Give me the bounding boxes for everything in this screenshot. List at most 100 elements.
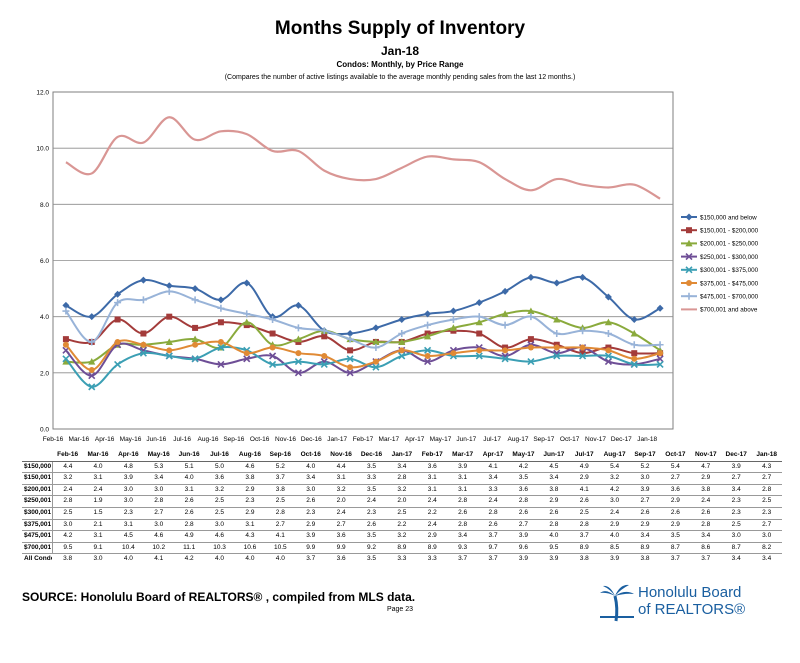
table-cell: 5.2 — [629, 461, 661, 474]
table-row: $150,001 - $200,0003.23.13.93.44.03.63.8… — [22, 472, 782, 485]
table-cell: 3.4 — [538, 472, 570, 485]
series-point — [165, 352, 173, 360]
table-cell: 9.6 — [508, 542, 539, 555]
table-cell: 8.5 — [599, 542, 630, 555]
table-cell: 3.4 — [690, 530, 721, 543]
legend-point — [685, 213, 693, 221]
series-point — [372, 344, 380, 352]
table-cell: 4.8 — [113, 461, 144, 474]
series-point — [217, 360, 225, 368]
series-point — [527, 307, 535, 315]
y-tick-label: 8.0 — [40, 202, 49, 209]
series-point — [62, 355, 70, 363]
table-cell: 5.4 — [599, 461, 630, 474]
series-point — [346, 335, 354, 343]
table-column-header: Jan-18 — [751, 450, 782, 462]
table-cell: 2.6 — [173, 507, 205, 520]
table-cell: 2.7 — [629, 495, 661, 508]
table-row: $150,000 and below4.44.04.85.35.15.04.65… — [22, 461, 782, 474]
series-point — [243, 355, 251, 363]
table-column-header: Oct-17 — [660, 450, 691, 462]
legend-point — [685, 292, 693, 300]
table-cell: 8.6 — [690, 542, 721, 555]
x-tick-label: Jan-17 — [327, 436, 347, 443]
x-tick-label: Mar-16 — [69, 436, 90, 443]
table-corner — [22, 450, 53, 462]
table-cell: 2.8 — [508, 495, 539, 508]
table-cell: 3.5 — [508, 472, 539, 485]
table-cell: 2.7 — [508, 519, 539, 532]
table-cell: 3.7 — [488, 555, 498, 563]
legend-label: $150,000 and below — [700, 214, 757, 221]
table-cell: 3.3 — [427, 555, 437, 563]
series-point — [423, 332, 432, 340]
series-point — [88, 338, 96, 346]
table-cell: 4.5 — [113, 530, 144, 543]
series-point — [631, 355, 638, 362]
table-cell: 2.3 — [751, 507, 782, 520]
table-cell: 3.9 — [518, 555, 528, 563]
table-cell: 2.8 — [173, 519, 205, 532]
series-point — [139, 349, 147, 357]
logo-text: Honolulu Board of REALTORS® — [638, 584, 745, 618]
table-cell: 8.2 — [751, 542, 782, 555]
table-cell: 4.0 — [295, 461, 326, 474]
chart-title: Months Supply of Inventory — [274, 18, 526, 39]
series-point — [501, 310, 509, 317]
table-cell: 3.1 — [417, 472, 448, 485]
table-cell: 9.7 — [477, 542, 509, 555]
table-cell: 3.9 — [508, 530, 539, 543]
series-point — [88, 372, 96, 380]
table-row: $375,001 - $475,0003.02.13.13.02.83.03.1… — [22, 519, 782, 532]
table-cell: 4.0 — [123, 555, 133, 563]
x-tick-label: Mar-17 — [379, 436, 400, 443]
logo-line-1: Honolulu Board — [638, 584, 742, 601]
series-point — [630, 329, 638, 337]
series-point — [269, 315, 277, 323]
table-cell: 5.3 — [143, 461, 174, 474]
row-label: All Condos — [24, 555, 52, 563]
series-point — [398, 347, 405, 354]
table-cell: 2.9 — [599, 519, 630, 532]
table-cell: 3.4 — [477, 472, 509, 485]
table-cell: 4.0 — [173, 472, 205, 485]
series-point — [165, 287, 173, 295]
series-point — [165, 282, 173, 290]
table-cell: 2.4 — [417, 495, 448, 508]
table-cell: 2.7 — [751, 519, 782, 532]
row-label: $375,001 - $475,000 — [22, 519, 53, 532]
series-point — [346, 330, 354, 338]
table-cell: 4.0 — [215, 555, 225, 563]
series-point — [243, 318, 251, 326]
table-cell: 3.0 — [52, 519, 83, 532]
series-point — [449, 315, 457, 323]
series-line — [65, 116, 661, 200]
table-cell: 2.4 — [599, 507, 630, 520]
series-point — [372, 363, 380, 371]
series-point — [88, 383, 96, 391]
chart-subtitle: Condos: Monthly, by Price Range — [336, 60, 464, 69]
x-tick-label: Sep-17 — [533, 436, 554, 443]
series-point — [553, 279, 561, 287]
table-cell: 2.8 — [447, 495, 478, 508]
table-cell: 3.2 — [325, 484, 357, 497]
series-point — [217, 343, 225, 352]
table-cell: 5.2 — [265, 461, 296, 474]
source-note: SOURCE: Honolulu Board of REALTORS® , co… — [22, 590, 416, 604]
legend-point — [685, 266, 693, 274]
series-point — [372, 358, 379, 365]
table-cell: 4.6 — [234, 461, 266, 474]
table-cell: 2.8 — [538, 519, 570, 532]
y-tick-label: 0.0 — [40, 427, 49, 434]
series-point — [656, 304, 664, 312]
series-point — [243, 310, 251, 318]
table-cell: 3.5 — [356, 484, 387, 497]
legend-label: $200,001 - $250,000 — [700, 241, 759, 248]
series-1 — [62, 273, 664, 338]
logo: Honolulu Board of REALTORS® — [600, 583, 780, 623]
series-point — [294, 335, 303, 343]
table-column-header: Aug-16 — [234, 450, 266, 462]
x-tick-label: Jun-16 — [146, 436, 166, 443]
series-point — [553, 344, 560, 351]
series-point — [553, 315, 561, 323]
